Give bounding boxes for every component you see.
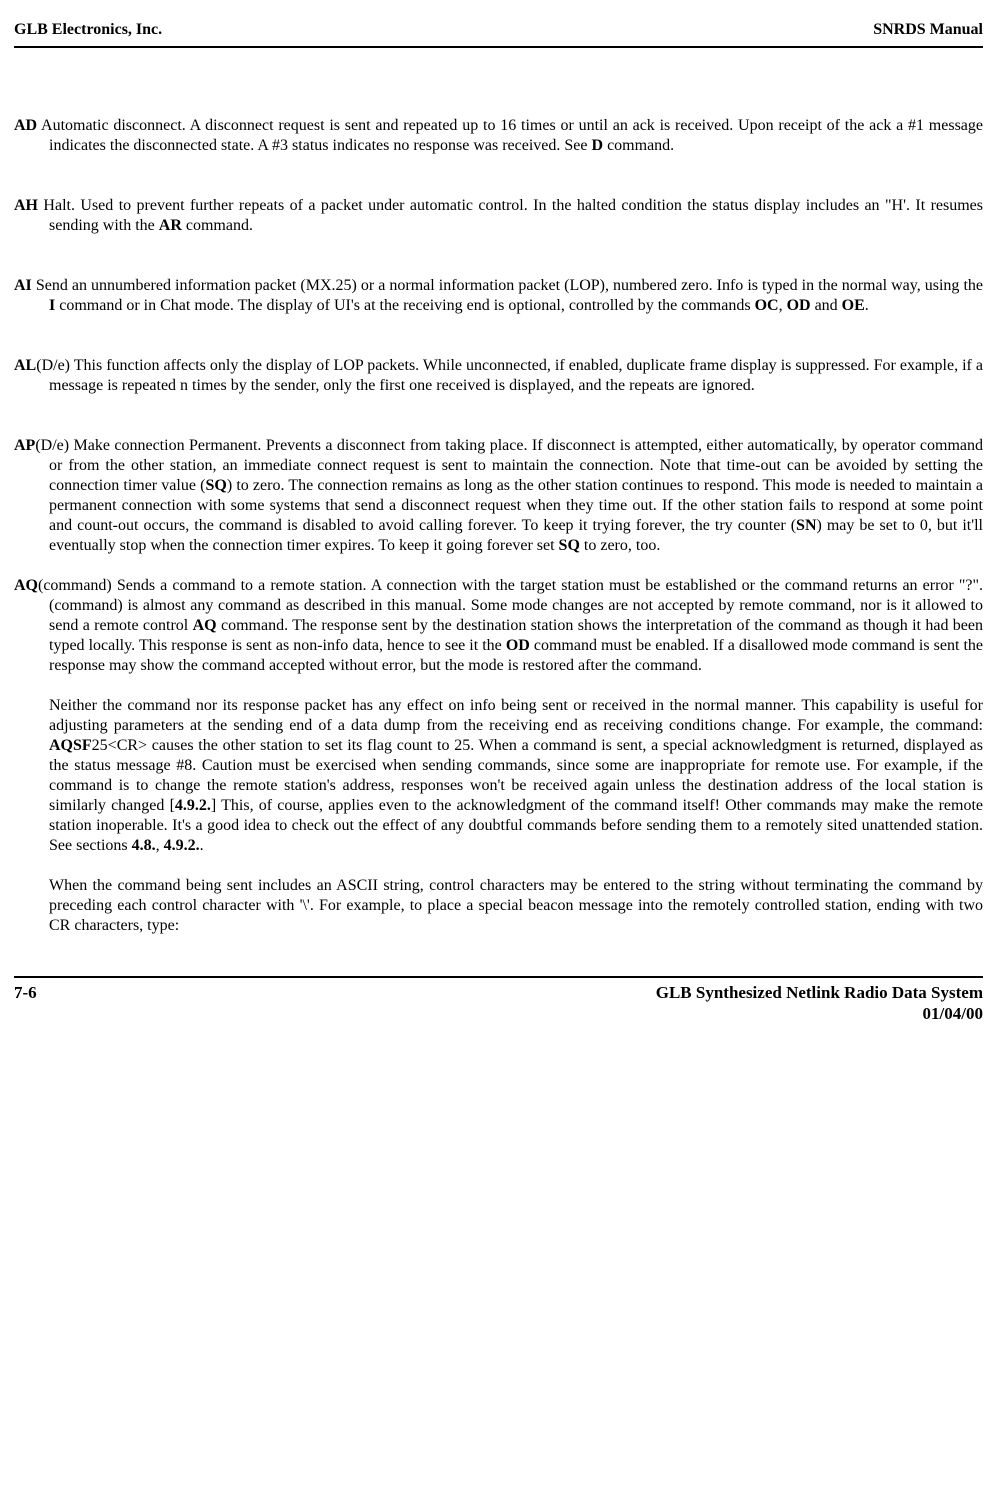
ref: SQ bbox=[205, 477, 226, 494]
header-left: GLB Electronics, Inc. bbox=[14, 20, 162, 40]
text: , bbox=[779, 297, 787, 314]
text: . bbox=[865, 297, 869, 314]
term-ah: AH bbox=[14, 197, 38, 214]
text: When the command being sent includes an … bbox=[49, 877, 983, 934]
ref: SQ bbox=[559, 537, 580, 554]
header-right: SNRDS Manual bbox=[873, 20, 983, 40]
entry-aq-p2: Neither the command nor its response pac… bbox=[14, 696, 983, 856]
term-ai: AI bbox=[14, 277, 32, 294]
footer-row: 7-6 GLB Synthesized Netlink Radio Data S… bbox=[14, 982, 983, 1025]
entry-aq-p3: When the command being sent includes an … bbox=[14, 876, 983, 936]
ref: OE bbox=[842, 297, 865, 314]
ref: 4.9.2. bbox=[164, 837, 200, 854]
page-header: GLB Electronics, Inc. SNRDS Manual bbox=[14, 20, 983, 46]
ref: SN bbox=[796, 517, 816, 534]
ref: 4.9.2. bbox=[175, 797, 211, 814]
ref: AQSF bbox=[49, 737, 92, 754]
footer-page-number: 7-6 bbox=[14, 982, 37, 1025]
ref: OC bbox=[755, 297, 779, 314]
suffix: (D/e) bbox=[35, 437, 69, 454]
text: command or in Chat mode. The display of … bbox=[55, 297, 754, 314]
entry-ah: AH Halt. Used to prevent further repeats… bbox=[14, 196, 983, 236]
text: . bbox=[200, 837, 204, 854]
ref: AQ bbox=[193, 617, 217, 634]
text: to zero, too. bbox=[580, 537, 660, 554]
text: Send an unnumbered information packet (M… bbox=[32, 277, 983, 294]
footer-date: 01/04/00 bbox=[923, 1004, 983, 1023]
text: , bbox=[156, 837, 164, 854]
footer-right: GLB Synthesized Netlink Radio Data Syste… bbox=[656, 982, 983, 1025]
entry-al: AL(D/e) This function affects only the d… bbox=[14, 356, 983, 396]
entry-ai: AI Send an unnumbered information packet… bbox=[14, 276, 983, 316]
suffix: (command) bbox=[38, 577, 112, 594]
ref: AR bbox=[159, 217, 182, 234]
text: and bbox=[811, 297, 842, 314]
ref: OD bbox=[787, 297, 811, 314]
text: Neither the command nor its response pac… bbox=[49, 697, 983, 734]
ref: 4.8. bbox=[132, 837, 156, 854]
header-rule bbox=[14, 46, 983, 48]
text: command. bbox=[182, 217, 253, 234]
suffix: (D/e) bbox=[36, 357, 70, 374]
text: This function affects only the display o… bbox=[49, 357, 983, 394]
footer-title: GLB Synthesized Netlink Radio Data Syste… bbox=[656, 983, 983, 1002]
text: Automatic disconnect. A disconnect reque… bbox=[37, 117, 983, 154]
entry-ad: AD Automatic disconnect. A disconnect re… bbox=[14, 116, 983, 156]
entry-aq: AQ(command) Sends a command to a remote … bbox=[14, 576, 983, 676]
term-aq: AQ bbox=[14, 577, 38, 594]
term-ap: AP bbox=[14, 437, 35, 454]
ref: D bbox=[592, 137, 604, 154]
ref: OD bbox=[506, 637, 530, 654]
entry-ap: AP(D/e) Make connection Permanent. Preve… bbox=[14, 436, 983, 556]
text: command. bbox=[603, 137, 674, 154]
term-al: AL bbox=[14, 357, 36, 374]
term-ad: AD bbox=[14, 117, 37, 134]
page-footer: 7-6 GLB Synthesized Netlink Radio Data S… bbox=[14, 976, 983, 1025]
footer-rule bbox=[14, 976, 983, 978]
